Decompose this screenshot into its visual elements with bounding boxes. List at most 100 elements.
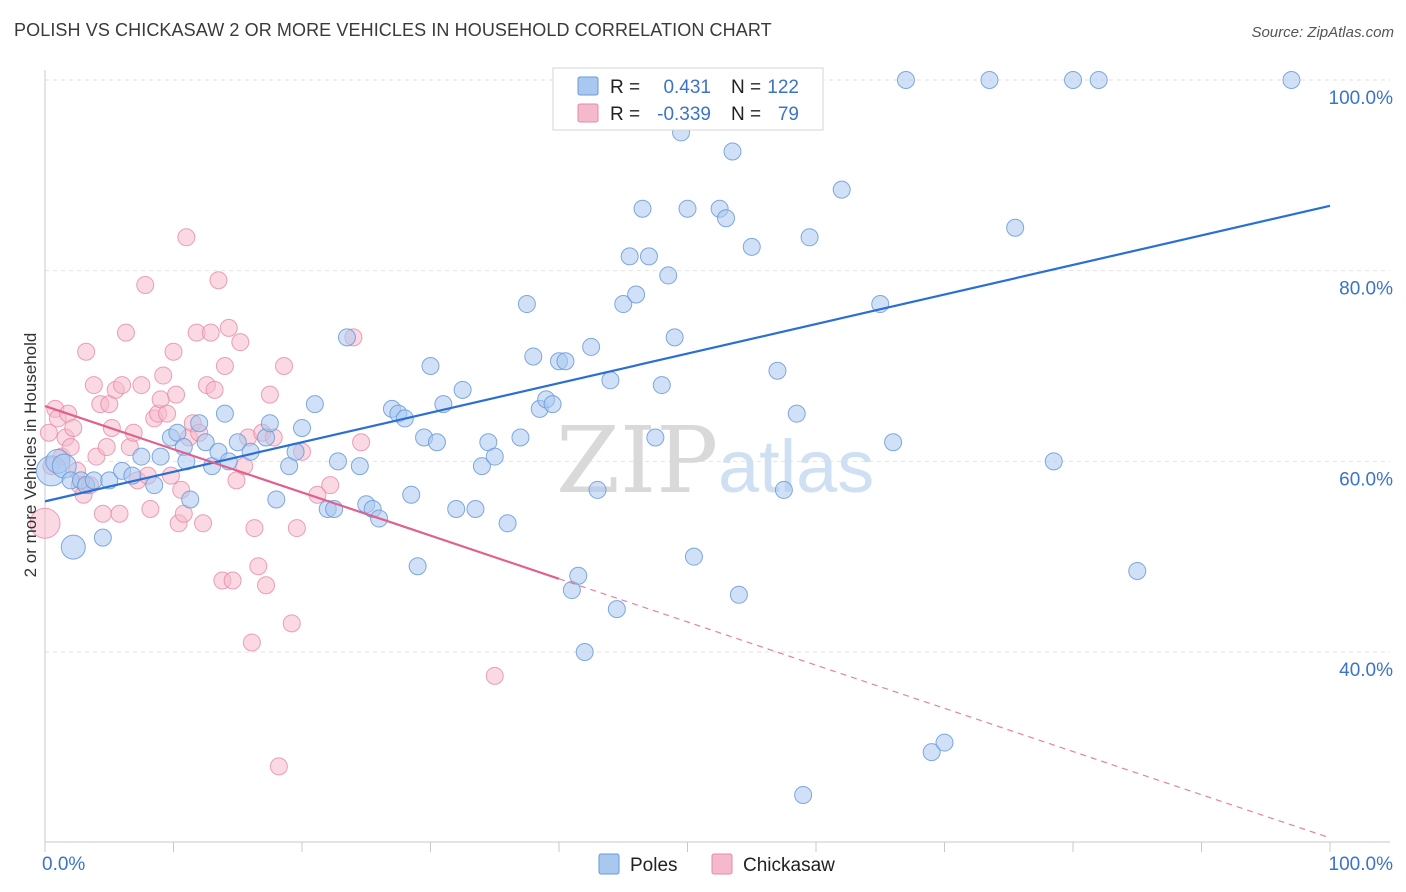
poles-point [181,490,200,509]
chickasaw-point [219,318,238,337]
x-tick-labels: 0.0% 100.0% [42,854,1393,875]
poles-point [543,395,562,414]
x-tick-label: 0.0% [42,854,85,875]
poles-point [260,414,279,433]
chickasaw-point [39,423,58,442]
poles-point [659,266,678,285]
poles-point [151,447,170,466]
poles-point [588,480,607,499]
chickasaw-point [29,507,61,539]
poles-point [1128,561,1147,580]
poles-point [60,534,86,560]
chickasaw-point [201,323,220,342]
poles-point [601,371,620,390]
poles-point [485,447,504,466]
poles-legend-swatch [577,76,599,96]
chickasaw-points [29,228,504,776]
poles-point [800,228,819,247]
chickasaw-point [93,504,112,523]
chickasaw-point [77,342,96,361]
poles-point [575,643,594,661]
chickasaw-legend-swatch [577,103,599,123]
y-axis-label: 2 or more Vehicles in Household [21,333,40,578]
poles-point [408,557,427,576]
chickasaw-point [110,504,129,523]
poles-point [524,347,543,366]
poles-point [556,352,575,371]
chickasaw-point [260,385,279,404]
poles-point [145,476,164,495]
poles-point [328,452,347,471]
poles-point [466,500,485,518]
poles-point [305,395,324,414]
chickasaw-point [161,466,180,485]
chickasaw-point [64,418,83,437]
poles-bottom-swatch [598,853,620,875]
poles-point [421,357,440,375]
poles-point [196,433,215,452]
poles-point [1089,71,1108,89]
gridlines [45,79,1390,653]
poles-n-value: 122 [767,77,799,98]
chickasaw-point [257,576,276,595]
poles-r-value: 0.431 [663,77,711,98]
poles-point [427,433,446,452]
chickasaw-n-label: N = [731,104,761,125]
chickasaw-point [352,433,371,452]
chickasaw-point [97,438,116,457]
stats-legend: R = 0.431 N = 122 R = -0.339 N = 79 [552,67,824,131]
chickasaw-point [209,271,228,290]
chickasaw-point [242,633,261,652]
poles-point [1006,218,1025,237]
x-tick-label: 100.0% [1329,854,1394,875]
poles-point [607,600,626,619]
poles-point [132,447,151,466]
poles-point [678,199,697,218]
trend-lines [44,204,1331,839]
poles-point [684,547,703,566]
poles-point [980,71,999,89]
chart-title: POLISH VS CHICKASAW 2 OR MORE VEHICLES I… [14,20,772,40]
chickasaw-point [154,366,173,385]
chickasaw-point [287,519,306,538]
chickasaw-point [141,500,160,518]
poles-bottom-label: Poles [630,855,678,876]
poles-point [639,247,658,266]
poles-point [935,733,954,752]
y-tick-label: 100.0% [1329,88,1394,109]
chickasaw-point [84,376,103,395]
chickasaw-point [269,757,288,776]
chickasaw-point [485,666,504,685]
poles-point [646,428,665,447]
poles-n-label: N = [731,77,761,98]
chickasaw-point [321,476,340,495]
chickasaw-point [205,380,224,399]
poles-point [774,480,793,499]
poles-point [517,295,536,314]
poles-point [267,490,286,509]
poles-point [402,485,421,504]
poles-trend-line [44,204,1331,503]
poles-point [215,404,234,423]
poles-point [293,418,311,437]
chickasaw-point [215,357,234,375]
chickasaw-point [245,519,264,538]
chickasaw-trend-extension [558,578,1331,839]
poles-point [787,404,806,423]
chickasaw-point [249,557,268,576]
poles-point [742,237,761,256]
poles-point [350,457,369,476]
watermark-zip: ZIP [556,407,718,514]
poles-point [498,514,517,533]
y-tick-labels: 100.0% 80.0% 60.0% 40.0% [1329,88,1394,681]
chickasaw-point [136,275,155,294]
poles-point [652,376,671,395]
chickasaw-point [167,385,186,404]
chickasaw-point [113,376,132,395]
y-tick-label: 60.0% [1339,469,1393,490]
poles-points [35,71,1301,804]
chickasaw-r-value: -0.339 [657,104,711,125]
poles-point [453,380,472,399]
poles-point [447,500,466,518]
